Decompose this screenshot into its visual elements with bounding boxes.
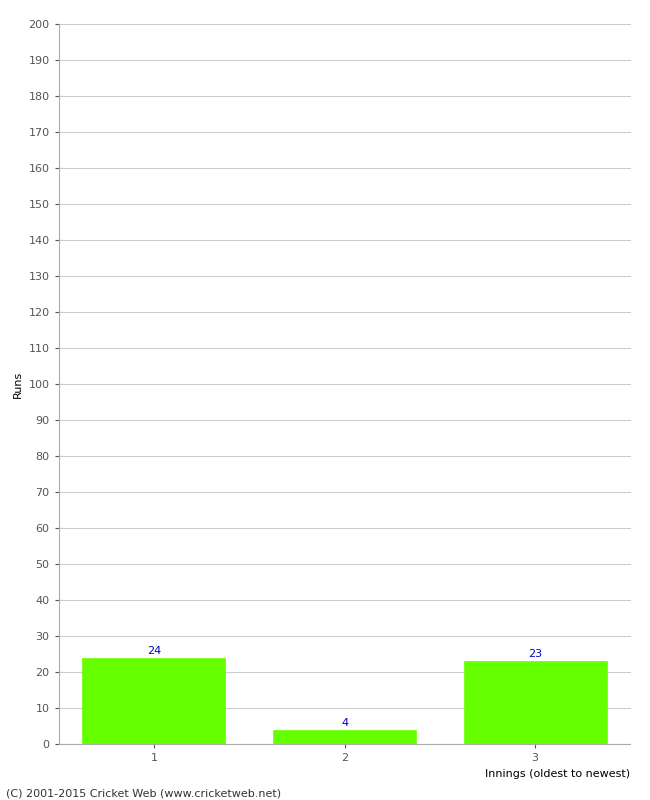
Bar bbox=[273, 730, 416, 744]
Text: (C) 2001-2015 Cricket Web (www.cricketweb.net): (C) 2001-2015 Cricket Web (www.cricketwe… bbox=[6, 789, 281, 798]
Text: 23: 23 bbox=[528, 650, 542, 659]
Text: 24: 24 bbox=[147, 646, 161, 656]
Bar bbox=[83, 658, 226, 744]
Text: 4: 4 bbox=[341, 718, 348, 728]
Y-axis label: Runs: Runs bbox=[13, 370, 23, 398]
X-axis label: Innings (oldest to newest): Innings (oldest to newest) bbox=[486, 769, 630, 778]
Bar bbox=[463, 661, 606, 744]
